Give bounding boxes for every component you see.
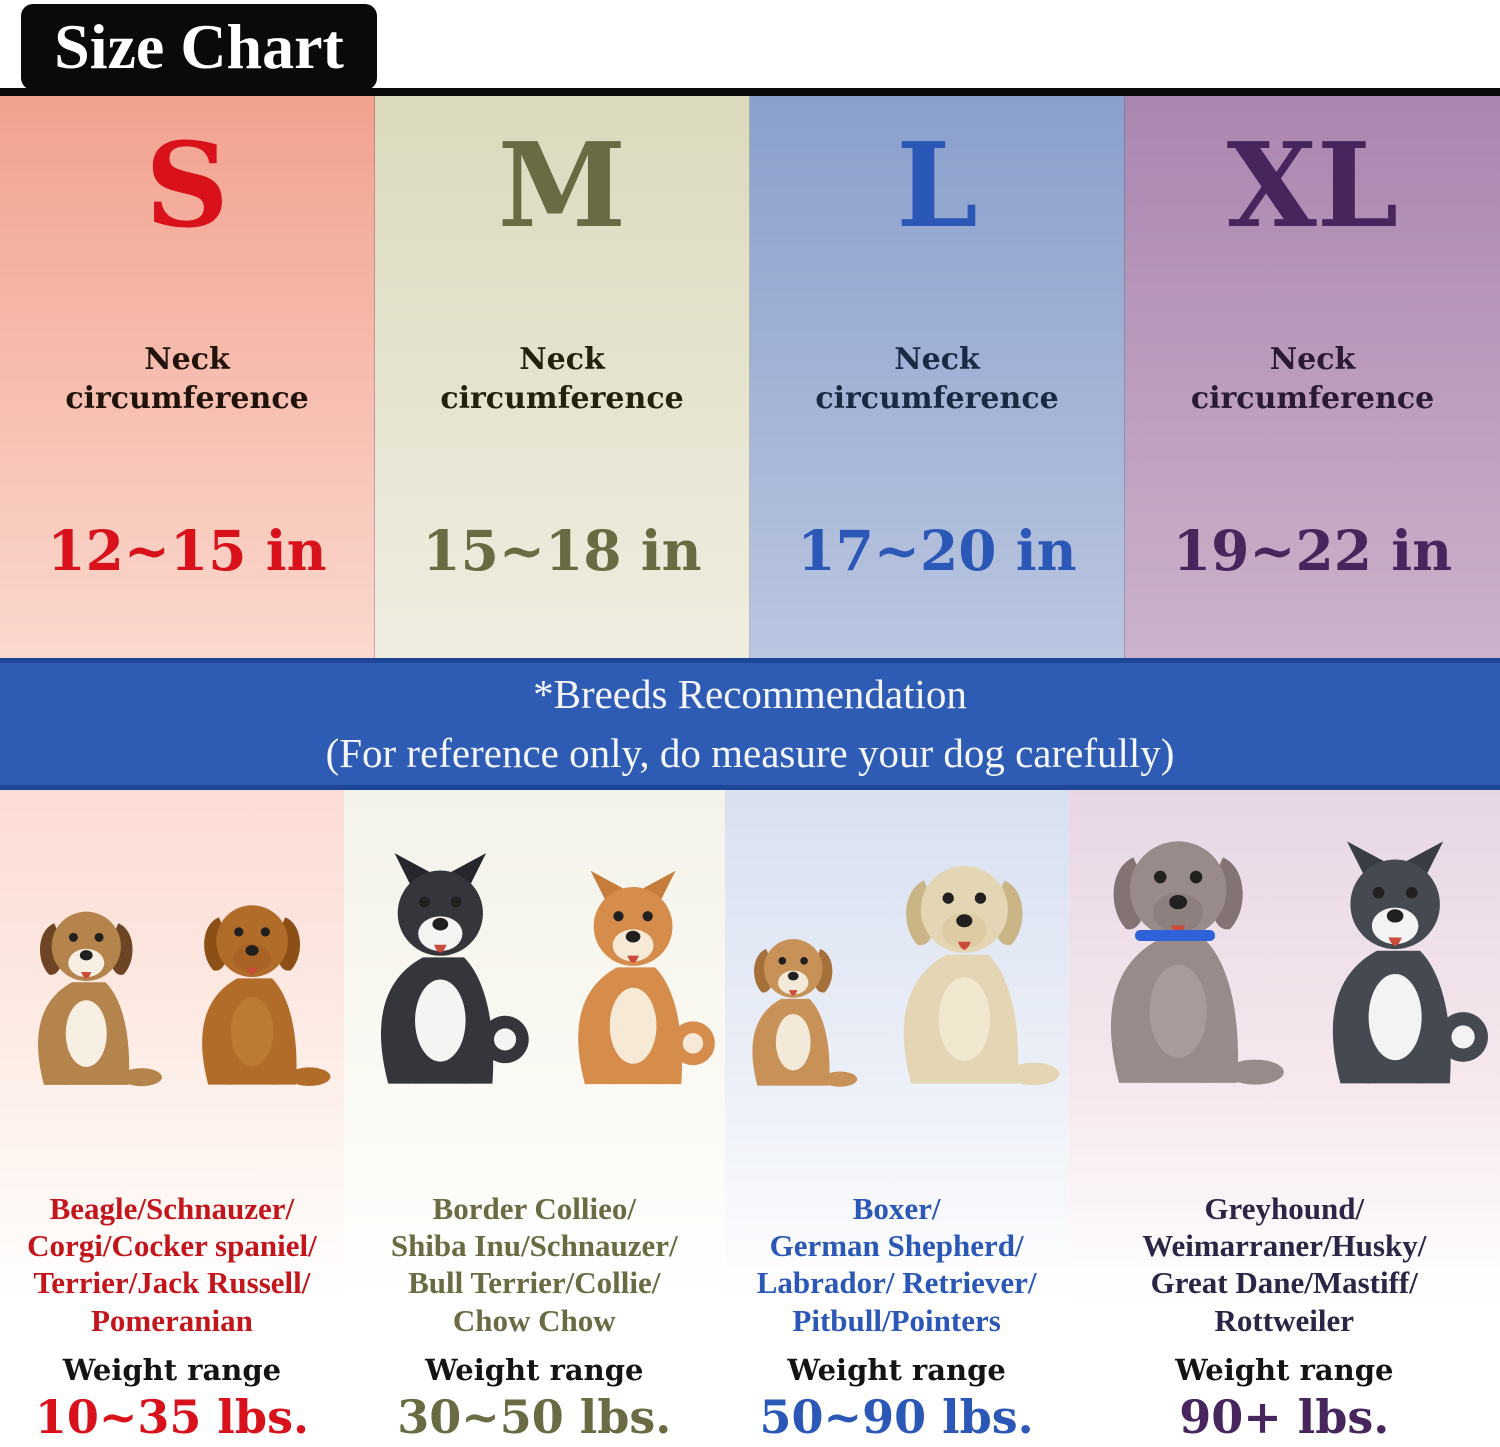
breeds-detail-row: Beagle/Schnauzer/ Corgi/Cocker spaniel/ … (0, 790, 1500, 1447)
shiba-inu-dog-image (544, 868, 725, 1090)
breed-list: Beagle/Schnauzer/ Corgi/Cocker spaniel/ … (27, 1191, 317, 1338)
border-collie-dog-image (344, 850, 540, 1090)
size-column-detail-m: Border Collieo/ Shiba Inu/Schnauzer/ Bul… (343, 790, 725, 1447)
dog-photos-xl (1069, 790, 1500, 1090)
size-column-header-l: L Neck circumference 17~20 in (750, 96, 1125, 658)
cocker-spaniel-dog-image (171, 888, 336, 1090)
dog-photos-s (8, 790, 336, 1090)
beagle-dog-image (8, 895, 167, 1090)
size-header-row: S Neck circumference 12~15 in M Neck cir… (0, 96, 1500, 658)
dog-photos-l (727, 790, 1065, 1090)
golden-retriever-dog-image (866, 845, 1066, 1090)
size-column-detail-xl: Greyhound/ Weimarraner/Husky/ Great Dane… (1068, 790, 1500, 1447)
weight-range-value: 30~50 lbs. (397, 1390, 672, 1444)
banner-line-2: (For reference only, do measure your dog… (325, 730, 1175, 776)
breed-list: Boxer/ German Shepherd/ Labrador/ Retrie… (756, 1191, 1037, 1338)
husky-dog-image (1294, 838, 1500, 1090)
neck-circumference-value: 19~22 in (1172, 518, 1453, 583)
neck-circumference-label: Neck circumference (65, 342, 309, 416)
size-column-header-s: S Neck circumference 12~15 in (0, 96, 375, 658)
weight-range-label: Weight range (425, 1352, 644, 1387)
title-box: Size Chart (21, 4, 377, 90)
neck-circumference-label: Neck circumference (440, 342, 684, 416)
size-column-header-m: M Neck circumference 15~18 in (375, 96, 750, 658)
bulldog-dog-image (727, 925, 862, 1090)
weimaraner-collar (1135, 929, 1215, 941)
dog-photos-m (344, 790, 725, 1090)
size-column-detail-s: Beagle/Schnauzer/ Corgi/Cocker spaniel/ … (0, 790, 344, 1447)
size-column-detail-l: Boxer/ German Shepherd/ Labrador/ Retrie… (724, 790, 1069, 1447)
weight-range-label: Weight range (1175, 1352, 1394, 1387)
weimaraner-dog-image (1069, 818, 1291, 1090)
neck-circumference-value: 15~18 in (422, 518, 702, 583)
breed-list: Border Collieo/ Shiba Inu/Schnauzer/ Bul… (390, 1191, 678, 1338)
size-letter-s: S (145, 118, 229, 254)
page-title: Size Chart (54, 11, 344, 82)
size-column-header-xl: XL Neck circumference 19~22 in (1125, 96, 1500, 658)
banner-line-1: *Breeds Recommendation (533, 670, 967, 717)
header-divider (0, 88, 1500, 96)
breed-list: Greyhound/ Weimarraner/Husky/ Great Dane… (1142, 1191, 1427, 1338)
breeds-recommendation-banner: *Breeds Recommendation (For reference on… (0, 658, 1500, 790)
weight-range-value: 10~35 lbs. (34, 1390, 309, 1444)
neck-circumference-value: 17~20 in (797, 518, 1077, 583)
neck-circumference-label: Neck circumference (1190, 342, 1435, 416)
size-letter-l: L (896, 118, 978, 254)
weight-range-label: Weight range (787, 1352, 1006, 1387)
size-letter-m: M (497, 118, 627, 254)
neck-circumference-label: Neck circumference (815, 342, 1059, 416)
weight-range-value: 50~90 lbs. (759, 1390, 1034, 1444)
weight-range-label: Weight range (62, 1352, 282, 1387)
neck-circumference-value: 12~15 in (47, 518, 327, 583)
page-header: Size Chart (0, 0, 1500, 96)
weight-range-value: 90+ lbs. (1179, 1390, 1390, 1444)
size-letter-xl: XL (1226, 118, 1399, 254)
